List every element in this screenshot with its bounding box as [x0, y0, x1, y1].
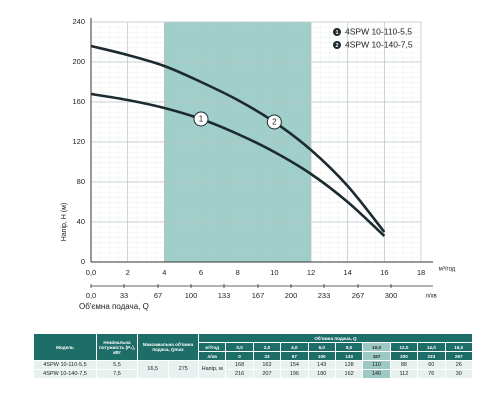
header-cell: 8,0: [334, 342, 364, 352]
header-cell: 12,0: [389, 342, 419, 352]
x2-tick-label: 0,0: [86, 291, 96, 300]
x-axis-title: Об'ємна подача, Q: [79, 302, 149, 311]
table-cell: 216: [225, 369, 254, 379]
table-cell: 140: [362, 369, 391, 379]
x-tick-label: 18: [417, 268, 425, 277]
table-cell: 26: [444, 360, 474, 370]
curve-marker-label: 2: [272, 118, 277, 127]
x2-tick-label: 133: [218, 291, 231, 300]
y-tick-label: 0: [81, 257, 85, 266]
legend-marker: [333, 41, 341, 49]
y-tick-label: 40: [77, 217, 85, 226]
table-cell: Напір, м: [197, 360, 227, 379]
x2-tick-label: 67: [154, 291, 162, 300]
x-tick-label: 16: [380, 268, 388, 277]
x-tick-label: 4: [162, 268, 166, 277]
x-tick-label: 10: [270, 268, 278, 277]
table-row: 4SPW 10-110-5,5 5,5 16,5 275 Напір, м 168 162 1…: [33, 360, 474, 379]
y-axis-title: Напір, Н (м): [60, 203, 68, 242]
header-cell: 267: [444, 351, 474, 361]
table-cell: 143: [307, 360, 336, 370]
table-cell: 162: [252, 360, 282, 370]
header-cell: л/хв: [197, 351, 227, 361]
header-cell: 67: [280, 351, 309, 361]
curve: [90, 44, 386, 233]
legend-label: 4SPW 10-110-5,5: [345, 26, 412, 36]
header-cell: 233: [417, 351, 446, 361]
curve-marker-label: 1: [199, 115, 204, 124]
x-tick-label: 12: [307, 268, 315, 277]
table-cell: 168: [225, 360, 254, 370]
header-cell: 2,0: [252, 342, 282, 352]
header-cell: 100: [307, 351, 336, 361]
header-cell: Номінальна потужність (P₂), кВт: [96, 333, 138, 361]
header-cell: 0,0: [225, 342, 254, 352]
curve-marker: [193, 111, 209, 127]
curve-marker: [266, 114, 282, 130]
y-tick-label: 120: [72, 137, 85, 146]
spec-table: Модель Номінальна потужність (P₂), кВт Мак…: [33, 333, 474, 379]
table-cell: 7,5: [96, 369, 138, 379]
x-tick-label: 8: [236, 268, 240, 277]
header-cell: 16,0: [444, 342, 474, 352]
x-tick-label: 0,0: [86, 268, 96, 277]
curve: [90, 92, 386, 237]
header-cell: 0: [225, 351, 254, 361]
table-cell: 4SPW 10-140-7,5: [33, 369, 97, 379]
legend-label: 4SPW 10-140-7,5: [345, 39, 413, 49]
x-tick-label: 14: [343, 268, 351, 277]
table-cell: 110: [362, 360, 391, 370]
header-cell: 167: [362, 351, 391, 361]
x2-tick-label: 267: [352, 291, 365, 300]
header-cell: Максимальна об'ємна подача, Qmax: [137, 333, 199, 361]
table-cell: 16,5: [137, 360, 169, 379]
x2-tick-label: 33: [120, 291, 128, 300]
x2-tick-label: 200: [285, 291, 298, 300]
header-cell: м³/год: [197, 342, 227, 352]
y-tick-label: 160: [72, 97, 85, 106]
header-cell: 14,0: [417, 342, 446, 352]
y-tick-label: 80: [77, 177, 85, 186]
table-cell: 154: [280, 360, 309, 370]
x-tick-label: 6: [199, 268, 203, 277]
table-cell: 112: [389, 369, 419, 379]
y-tick-label: 240: [72, 17, 85, 26]
table-cell: 88: [389, 360, 419, 370]
table-row: 4SPW 10-140-7,5 7,5 216 207 196 180 162 140 112 7…: [33, 369, 474, 379]
legend-marker-label: 2: [335, 43, 338, 49]
table-cell: 76: [417, 369, 446, 379]
legend-marker-label: 1: [335, 30, 338, 36]
table-cell: 275: [167, 360, 199, 379]
table-cell: 196: [280, 369, 309, 379]
header-cell: Об'ємна подача, Q: [198, 333, 473, 343]
x2-tick-label: 167: [252, 291, 265, 300]
table-cell: 128: [334, 360, 364, 370]
table-cell: 207: [252, 369, 282, 379]
header-cell: 4,0: [280, 342, 309, 352]
x2-unit: л/хв: [425, 294, 436, 300]
header-cell: 200: [389, 351, 419, 361]
table-cell: 180: [307, 369, 336, 379]
legend-marker: [333, 28, 341, 36]
table-cell: 60: [417, 360, 446, 370]
header-cell: 33: [252, 351, 282, 361]
x2-tick-label: 300: [385, 291, 398, 300]
table-cell: 5,5: [96, 360, 138, 370]
table-row: Модель Номінальна потужність (P₂), кВт Мак…: [33, 333, 473, 361]
y-tick-label: 200: [72, 57, 85, 66]
x2-tick-label: 100: [185, 291, 198, 300]
x2-tick-label: 233: [318, 291, 331, 300]
table-cell: 162: [334, 369, 364, 379]
header-cell: 6,0: [307, 342, 336, 352]
x-unit: м³/год: [439, 267, 456, 273]
table-cell: 4SPW 10-110-5,5: [33, 360, 97, 370]
header-cell: 10,0: [362, 342, 391, 352]
x-tick-label: 2: [126, 268, 130, 277]
table-cell: 30: [444, 369, 474, 379]
header-cell: 133: [334, 351, 364, 361]
header-cell: Модель: [33, 333, 97, 361]
